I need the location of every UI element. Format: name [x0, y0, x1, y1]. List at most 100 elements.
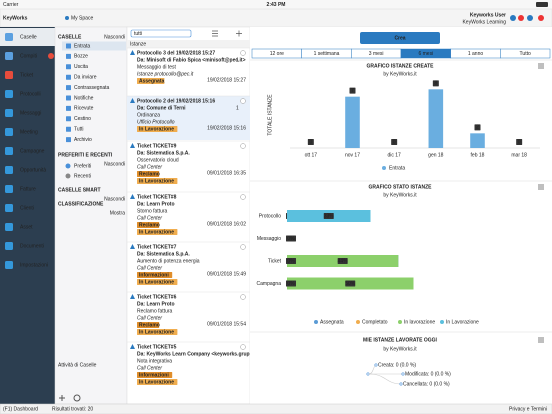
tree-node [399, 382, 403, 386]
header-icon[interactable] [518, 15, 524, 21]
nav-item[interactable]: Fatture [20, 186, 36, 192]
item-check[interactable] [240, 244, 246, 250]
folder-icon [66, 116, 71, 122]
item-title[interactable]: Protocollo 2 del 19/02/2018 15:16 [137, 98, 215, 104]
folder-icon [66, 105, 71, 111]
folder-item[interactable]: Ricevute [74, 106, 94, 112]
section-title: CASELLE [58, 34, 82, 40]
nav-icon [5, 33, 13, 41]
folder-item[interactable]: Da inviare [74, 75, 97, 81]
nav-item[interactable]: Documenti [20, 243, 44, 249]
hide-link[interactable]: Nascondi [104, 196, 125, 202]
nav-item[interactable]: Campagne [20, 148, 45, 154]
folder-item[interactable]: Tutti [74, 127, 84, 133]
create-button[interactable] [360, 32, 440, 44]
range-label[interactable]: 3 mesi [369, 51, 384, 57]
x-tick-label: dic 17 [387, 152, 401, 158]
nav-icon [5, 223, 13, 231]
chart-title: MIE ISTANZE LAVORATE OGGI [363, 337, 438, 343]
item-tag [137, 178, 178, 184]
chart-menu[interactable] [538, 63, 544, 69]
item-tag [137, 279, 178, 285]
item-from: Da: KeyWorks Learn Company <keyworks.gru… [137, 351, 314, 357]
item-check[interactable] [240, 143, 246, 149]
item-date: 09/01/2018 16:02 [207, 221, 246, 227]
section-title: CLASSIFICAZIONE [58, 201, 104, 207]
search-box[interactable] [130, 29, 192, 38]
range-label[interactable]: 1 anno [468, 51, 484, 57]
favorite-item[interactable]: Preferiti [74, 163, 91, 169]
y-tick-label: Protocollo [259, 213, 281, 219]
folder-item[interactable]: Entrata [74, 43, 90, 49]
list-header-bg [127, 40, 250, 48]
nav-item[interactable]: Asset [20, 224, 33, 230]
item-title[interactable]: Ticket TICKET#7 [137, 244, 177, 250]
favorite-icon [65, 163, 71, 169]
favorite-item[interactable]: Recenti [74, 173, 91, 179]
bar [428, 89, 444, 148]
legend-label: Entrata [389, 165, 405, 171]
chart-menu[interactable] [538, 184, 544, 190]
nav-item[interactable]: Meeting [20, 129, 38, 135]
item-title[interactable]: Ticket TICKET#8 [137, 194, 177, 200]
item-icon [130, 294, 135, 299]
time: 2:43 PM [267, 2, 286, 8]
item-icon [130, 98, 135, 103]
item-subject: Nota integrativa [137, 358, 172, 364]
nav-item[interactable]: Ticket [20, 72, 34, 78]
item-date: 09/01/2018 15:49 [207, 271, 246, 277]
hide-link[interactable]: Nascondi [104, 34, 125, 40]
hide-link[interactable]: Nascondi [104, 161, 125, 167]
range-label[interactable]: 1 settimana [314, 51, 340, 57]
header-icon[interactable] [538, 15, 544, 21]
item-title[interactable]: Ticket TICKET#6 [137, 294, 177, 300]
list-tools[interactable] [212, 30, 242, 37]
nav-item[interactable]: Compiti [20, 53, 37, 59]
folders-panel [54, 26, 128, 405]
nav-item[interactable]: Opportunità [20, 167, 46, 173]
nav-item[interactable]: Caselle [20, 34, 37, 40]
item-title[interactable]: Ticket TICKET#5 [137, 344, 177, 350]
nav-item[interactable]: Clienti [20, 205, 34, 211]
item-title[interactable]: Ticket TICKET#9 [137, 143, 177, 149]
range-tab[interactable] [500, 48, 551, 59]
range-label[interactable]: 6 mesi [418, 51, 433, 57]
item-check[interactable] [240, 98, 246, 104]
item-selected [127, 96, 250, 140]
item-source: Call Center [137, 315, 162, 321]
item-from: Da: Comune di Terni [137, 105, 186, 111]
folder-item[interactable]: Bozze [74, 54, 88, 60]
footer-right[interactable]: Privacy e Termini [509, 406, 547, 412]
header-icon[interactable] [527, 15, 533, 21]
folder-item[interactable]: Notifiche [74, 95, 94, 101]
item-check[interactable] [240, 50, 246, 56]
item-date: 09/01/2018 15:54 [207, 321, 246, 327]
range-label[interactable]: Tutto [520, 51, 531, 57]
tree-link [368, 373, 402, 385]
create-label[interactable]: Crea [394, 35, 405, 41]
folder-item[interactable]: Cestino [74, 116, 91, 122]
item-check[interactable] [240, 194, 246, 200]
tree-label: Cancellata: 0 (0.0 %) [403, 381, 450, 387]
add-button[interactable] [59, 395, 65, 401]
folder-item[interactable]: Uscita [74, 64, 88, 70]
item-check[interactable] [240, 294, 246, 300]
settings-button[interactable] [73, 394, 81, 402]
section-title: PREFERITI E RECENTI [58, 152, 113, 158]
nav-icon [5, 128, 13, 136]
nav-item[interactable]: Impostazioni [20, 262, 48, 268]
range-label[interactable]: 12 ore [270, 51, 284, 57]
chart-menu[interactable] [538, 337, 544, 343]
show-link[interactable]: Mostra [110, 210, 126, 216]
user-name: Keyworks User [470, 12, 506, 18]
folder-item[interactable]: Archivio [74, 137, 92, 143]
folder-item[interactable]: Contrassegnata [74, 85, 110, 91]
nav-item[interactable]: Protocolli [20, 91, 41, 97]
tree-label: Creata: 0 (0.0 %) [378, 362, 416, 368]
item-title[interactable]: Protocollo 3 del 19/02/2018 15:27 [137, 50, 215, 56]
header-icon[interactable] [510, 15, 516, 21]
item-check[interactable] [240, 344, 246, 350]
folder-icon [66, 137, 71, 143]
space-select[interactable]: My Space [71, 15, 93, 21]
nav-item[interactable]: Messaggi [20, 110, 41, 116]
